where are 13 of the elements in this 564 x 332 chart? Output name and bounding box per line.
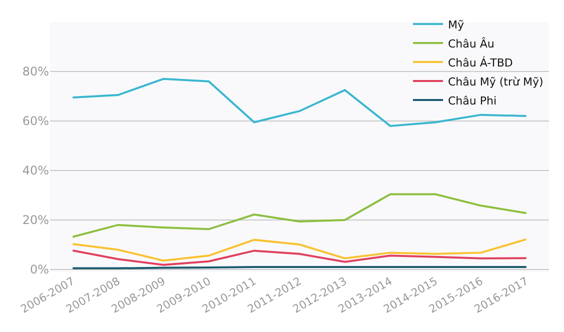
legend-label: Châu Mỹ (trừ Mỹ) bbox=[448, 75, 544, 88]
y-tick-label: 40% bbox=[22, 164, 49, 178]
legend-label: Châu Á-TBD bbox=[448, 55, 513, 70]
line-series bbox=[72, 249, 528, 266]
line-series bbox=[72, 238, 528, 262]
legend-label: Châu Âu bbox=[448, 36, 494, 50]
y-tick-label: 60% bbox=[22, 114, 49, 128]
line-series bbox=[72, 193, 528, 238]
y-tick-label: 0% bbox=[30, 262, 49, 277]
legend-label: Châu Phi bbox=[448, 94, 497, 108]
y-tick-label: 20% bbox=[22, 213, 49, 228]
legend-label: Mỹ bbox=[448, 18, 464, 32]
y-tick-label: 80% bbox=[22, 64, 49, 79]
